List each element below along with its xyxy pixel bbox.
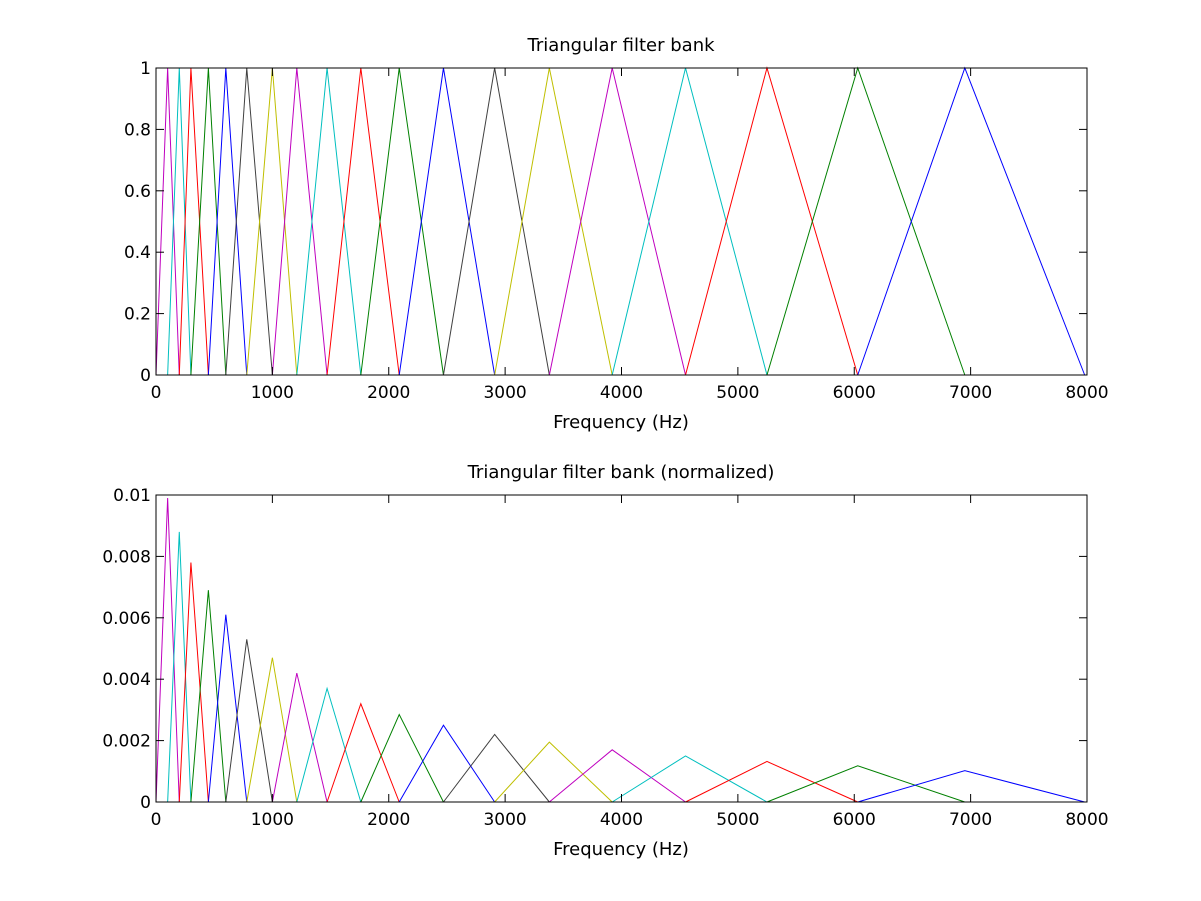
filter-line-1 (155, 498, 180, 803)
filter-line-9 (296, 686, 362, 803)
x-tick-label: 2000 (367, 383, 410, 403)
filter-line-11 (360, 713, 444, 803)
x-tick-label: 7000 (949, 810, 992, 830)
x-tick-label: 3000 (483, 810, 526, 830)
x-tick-label: 4000 (600, 383, 643, 403)
y-tick-label: 0.008 (102, 547, 151, 567)
x-tick-label: 4000 (600, 810, 643, 830)
y-tick-label: 0.01 (113, 486, 151, 506)
filter-line-17 (685, 760, 858, 803)
y-tick-label: 1 (140, 59, 151, 79)
filter-line-10 (326, 702, 400, 803)
filter-line-6 (225, 639, 273, 803)
subplot-top: Triangular filter bank 0 1000 2000 3000 4000… (124, 35, 1109, 433)
series-group (155, 498, 1085, 803)
filter-line-16 (611, 755, 768, 803)
x-tick-label: 8000 (1065, 810, 1108, 830)
x-tick-label: 2000 (367, 810, 410, 830)
filter-line-19 (857, 770, 1085, 803)
filter-line-7 (246, 657, 298, 803)
filter-line-13 (443, 733, 550, 803)
filter-line-2 (167, 531, 192, 803)
x-tick-label: 5000 (716, 810, 759, 830)
subplot-bottom-xlabel: Frequency (Hz) (553, 839, 689, 860)
x-tick-label: 6000 (833, 383, 876, 403)
y-tick-label: 0.2 (124, 305, 151, 325)
subplot-top-xlabel: Frequency (Hz) (553, 412, 689, 433)
filter-line-4 (190, 590, 227, 803)
x-tick-label: 0 (151, 383, 162, 403)
x-tick-label: 3000 (483, 383, 526, 403)
x-tick-label: 1000 (251, 810, 294, 830)
filter-line-12 (398, 724, 496, 803)
y-tick-label: 0 (140, 793, 151, 813)
x-tick-label: 5000 (716, 383, 759, 403)
y-tick-label: 0.8 (124, 120, 151, 140)
y-tick-label: 0.006 (102, 609, 151, 629)
filter-line-5 (207, 614, 248, 803)
x-tick-label: 6000 (833, 810, 876, 830)
y-tick-label: 0.6 (124, 182, 151, 202)
subplot-bottom: Triangular filter bank (normalized) 0 100… (102, 462, 1108, 860)
subplot-bottom-title: Triangular filter bank (normalized) (467, 462, 775, 483)
subplot-bottom-plot-area: 0 1000 2000 3000 4000 5000 6000 7000 8000 0 0.002 0… (102, 486, 1108, 830)
subplot-top-plot-area: 0 1000 2000 3000 4000 5000 6000 7000 8000 0 0.2 0.4… (124, 59, 1109, 403)
y-tick-label: 0.4 (124, 243, 151, 263)
y-tick-label: 0.004 (102, 670, 151, 690)
y-tick-label: 0 (140, 366, 151, 386)
y-tick-label: 0.002 (102, 732, 151, 752)
x-tick-label: 1000 (251, 383, 294, 403)
x-tick-label: 8000 (1065, 383, 1108, 403)
subplot-top-title: Triangular filter bank (526, 35, 715, 56)
x-tick-label: 7000 (949, 383, 992, 403)
filter-line-3 (178, 562, 209, 803)
filter-line-14 (494, 741, 613, 803)
filter-line-18 (766, 765, 965, 803)
x-tick-label: 0 (151, 810, 162, 830)
filter-line-15 (549, 749, 686, 803)
filter-line-8 (271, 672, 328, 803)
